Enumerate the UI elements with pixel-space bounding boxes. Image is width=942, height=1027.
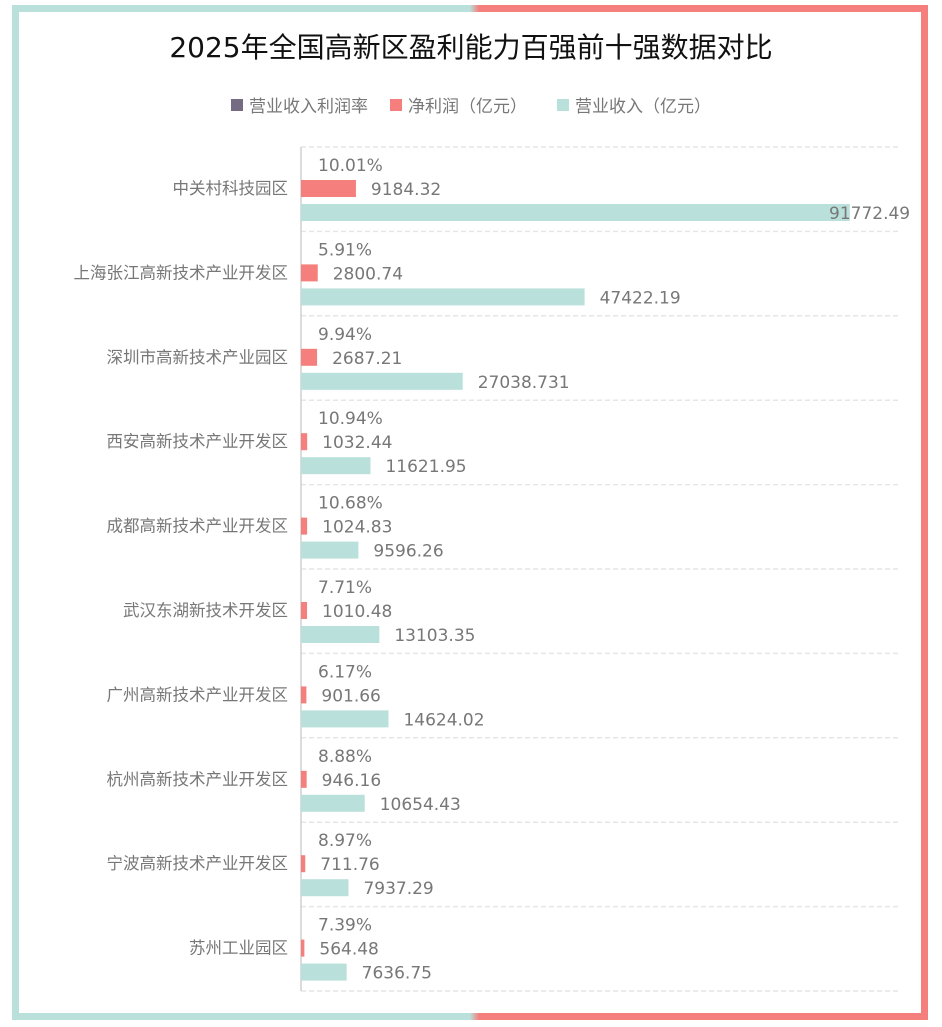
revenue-bar [301, 626, 380, 643]
rate-label: 8.97% [318, 831, 372, 851]
legend-label: 净利润（亿元） [408, 97, 527, 117]
profit-label: 901.66 [321, 686, 380, 706]
revenue-bar [301, 541, 359, 559]
revenue-bar [301, 794, 365, 812]
category-label: 苏州工业园区 [189, 939, 288, 958]
revenue-bar [301, 457, 371, 475]
category-label: 宁波高新技术产业开发区 [107, 854, 289, 873]
category-label: 武汉东湖新技术开发区 [123, 601, 288, 620]
legend-label: 营业收入（亿元） [575, 97, 711, 117]
legend-item-profit[interactable]: 净利润（亿元） [390, 92, 527, 117]
legend-label: 营业收入利润率 [249, 97, 368, 117]
revenue-bar [301, 710, 389, 728]
rate-label: 10.68% [318, 494, 383, 514]
profit-label: 2800.74 [333, 264, 403, 284]
category-label: 杭州高新技术产业开发区 [107, 770, 289, 789]
revenue-label: 9596.26 [373, 542, 443, 562]
category-label: 西安高新技术产业开发区 [107, 432, 289, 451]
profit-label: 946.16 [322, 771, 381, 791]
chart-frame [12, 5, 928, 1020]
profit-bar [301, 770, 307, 788]
revenue-bar [301, 879, 349, 897]
chart-title: 2025年全国高新区盈利能力百强前十强数据对比 [169, 31, 773, 64]
revenue-bar [301, 963, 347, 981]
rate-label: 7.71% [318, 578, 372, 598]
profit-bar [301, 264, 318, 282]
category-label: 上海张江高新技术产业开发区 [74, 263, 289, 282]
rate-label: 10.94% [318, 409, 383, 429]
category-label: 成都高新技术产业开发区 [107, 517, 289, 536]
revenue-label: 47422.19 [600, 288, 681, 308]
revenue-label: 10654.43 [380, 795, 461, 815]
revenue-bar [301, 204, 850, 221]
revenue-label: 13103.35 [394, 626, 475, 646]
revenue-label: 7937.29 [363, 879, 433, 899]
profit-label: 9184.32 [371, 180, 441, 200]
rate-label: 5.91% [318, 240, 372, 260]
legend-swatch-rate [231, 98, 243, 111]
profit-bar [301, 433, 308, 451]
revenue-label: 27038.731 [478, 373, 570, 393]
revenue-label: 11621.95 [385, 457, 466, 477]
profit-label: 564.48 [319, 940, 378, 960]
revenue-label: 7636.75 [362, 964, 432, 984]
profit-bar [301, 348, 318, 366]
profit-bar [301, 855, 306, 873]
profit-label: 1010.48 [322, 602, 392, 622]
profit-label: 1024.83 [322, 518, 392, 538]
profit-bar [301, 180, 356, 197]
profit-bar [301, 686, 307, 704]
legend: 营业收入利润率 净利润（亿元） 营业收入（亿元） [0, 92, 942, 117]
category-label: 广州高新技术产业开发区 [107, 685, 289, 704]
rate-label: 8.88% [318, 747, 372, 767]
legend-swatch-profit [390, 98, 402, 111]
profit-label: 2687.21 [332, 349, 402, 369]
rate-label: 9.94% [318, 325, 372, 345]
profit-bar [301, 517, 308, 535]
profit-bar [301, 602, 308, 619]
profit-bar [301, 939, 305, 957]
category-label: 深圳市高新技术产业园区 [107, 348, 289, 367]
legend-item-rate[interactable]: 营业收入利润率 [231, 92, 368, 117]
rate-label: 6.17% [318, 662, 372, 682]
rate-label: 10.01% [318, 156, 383, 176]
revenue-bar [301, 288, 585, 306]
legend-swatch-revenue [557, 98, 569, 111]
revenue-bar [301, 372, 463, 390]
legend-item-revenue[interactable]: 营业收入（亿元） [557, 92, 711, 117]
rate-label: 7.39% [318, 916, 372, 936]
revenue-label: 14624.02 [403, 710, 484, 730]
revenue-label: 91772.49 [829, 204, 910, 224]
profit-label: 1032.44 [322, 433, 392, 453]
category-label: 中关村科技园区 [173, 179, 289, 198]
profit-label: 711.76 [320, 855, 379, 875]
